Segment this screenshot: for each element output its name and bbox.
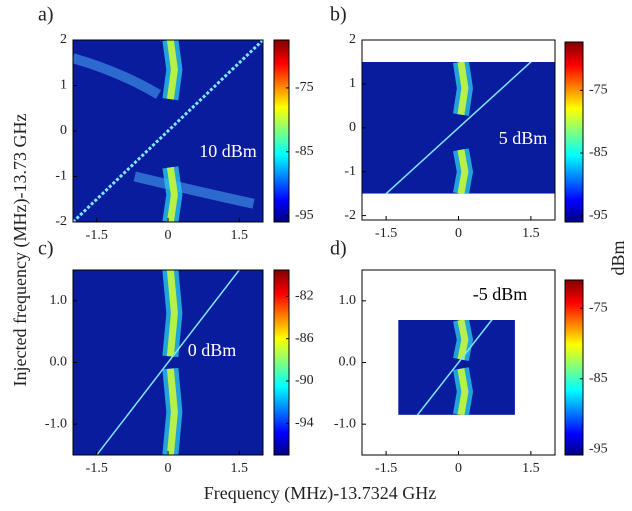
y-tick-label: -2: [55, 214, 67, 229]
panel-label: d): [330, 238, 347, 260]
panel: d) -5 dBm -1.5 0 1.5 -1.0 0.0 1.0 -95 -85 -75: [330, 238, 608, 477]
colorbar-tick-label: -95: [589, 442, 608, 457]
heatmap: [362, 61, 555, 194]
colorbar: [273, 39, 290, 223]
diagonal: [95, 270, 241, 455]
colorbar-tick-label: -75: [295, 80, 314, 95]
y-tick-label: 1.0: [339, 293, 357, 308]
diagonal: [416, 319, 493, 415]
x-tick-label: 1.5: [231, 461, 249, 476]
x-axis-label: Frequency (MHz)-13.7324 GHz: [204, 483, 436, 504]
panel: a) 10 dBm -1.5 0 1.5 -2 -1 0 1 2 -95 -85 -75: [38, 4, 314, 244]
colorbar-tick-label: -85: [295, 144, 314, 159]
colorbar: [564, 41, 584, 223]
panel-label: c): [38, 238, 54, 260]
colorbar-tick-label: -86: [295, 331, 314, 346]
x-tick-label: -1.5: [375, 461, 397, 476]
x-tick-label: -1.5: [86, 461, 108, 476]
heatmap: [73, 40, 263, 222]
y-tick-label: 2: [349, 32, 356, 47]
x-tick-label: 0: [455, 226, 462, 241]
diagonal: [385, 61, 532, 194]
y-tick-label: 0: [60, 123, 67, 138]
sideband: [73, 53, 162, 99]
heatmap: [398, 319, 515, 415]
colorbar-tick-label: -85: [589, 371, 608, 386]
diagonal: [73, 40, 263, 222]
x-tick-label: 0: [455, 461, 462, 476]
colorbar-tick-label: -95: [589, 208, 608, 223]
colorbar: [273, 269, 290, 456]
x-tick-label: -1.5: [86, 228, 108, 243]
stripe: [457, 319, 469, 361]
colorbar-tick-label: -94: [295, 416, 314, 431]
colorbar-tick-label: -82: [295, 289, 314, 304]
stripe: [457, 368, 469, 415]
stripe: [166, 40, 178, 100]
x-tick-label: 1.5: [231, 228, 249, 243]
y-tick-label: -1: [55, 169, 67, 184]
sideband: [133, 171, 255, 209]
colorbar: [564, 279, 584, 456]
colorbar-tick-label: -90: [295, 373, 314, 388]
y-tick-label: -1: [344, 164, 356, 179]
y-tick-label: -1.0: [334, 416, 356, 431]
panel-label: b): [330, 4, 347, 26]
stripe: [457, 149, 469, 194]
annotation: 0 dBm: [188, 340, 237, 360]
annotation: 5 dBm: [499, 128, 548, 148]
y-tick-label: 1: [60, 78, 67, 93]
annotation: 10 dBm: [199, 141, 257, 161]
colorbar-tick-label: -75: [589, 300, 608, 315]
stripe: [166, 368, 178, 455]
y-tick-label: 2: [60, 32, 67, 47]
annotation: -5 dBm: [473, 284, 528, 304]
y-tick-label: 1.0: [50, 293, 68, 308]
stripe: [166, 166, 178, 222]
y-tick-label: 0.0: [50, 355, 68, 370]
colorbar-tick-label: -85: [589, 145, 608, 160]
heatmap: [73, 270, 263, 455]
x-tick-label: 1.5: [522, 226, 540, 241]
x-tick-label: -1.5: [375, 226, 397, 241]
panel-label: a): [38, 4, 54, 26]
colorbar-tick-label: -75: [589, 83, 608, 98]
panel: c) 0 dBm -1.5 0 1.5 -1.0 0.0 1.0 -94 -90 -86 -82: [38, 238, 314, 477]
panel: b) 5 dBm -1.5 0 1.5 -2 -1 0 1 2 -95 -85 -75: [330, 4, 608, 242]
y-axis-label: Injected frequency (MHz)-13.73 GHz: [10, 114, 31, 387]
x-tick-label: 1.5: [522, 461, 540, 476]
colorbar-label: dBm: [608, 240, 628, 275]
stripe: [457, 61, 469, 116]
y-tick-label: -1.0: [45, 416, 67, 431]
x-tick-label: 0: [165, 461, 172, 476]
x-tick-label: 0: [165, 228, 172, 243]
y-tick-label: -2: [344, 208, 356, 223]
y-tick-label: 0: [349, 120, 356, 135]
colorbar-tick-label: -95: [295, 208, 314, 223]
y-tick-label: 1: [349, 76, 356, 91]
y-tick-label: 0.0: [339, 355, 357, 370]
stripe: [166, 270, 178, 357]
